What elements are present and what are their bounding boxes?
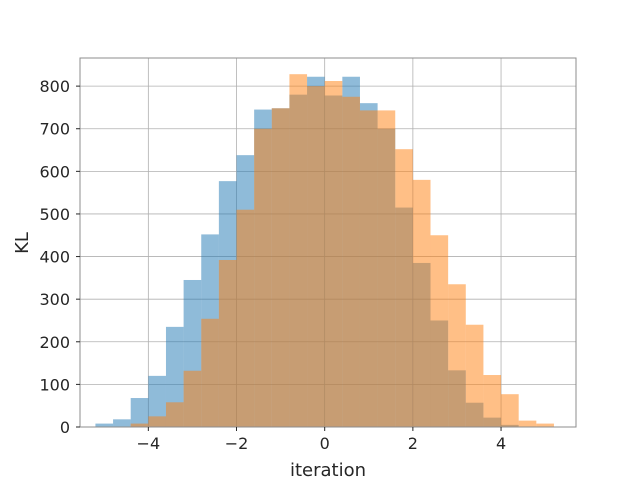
y-tick-label: 800: [39, 77, 70, 96]
histogram-bar-series-2: [307, 86, 325, 427]
histogram-bar-series-2: [518, 420, 537, 427]
y-tick-label: 0: [60, 418, 70, 437]
y-tick-label: 400: [39, 248, 70, 267]
y-tick-label: 700: [39, 120, 70, 139]
y-tick-label: 200: [39, 333, 70, 352]
histogram-bar-series-2: [183, 370, 202, 427]
y-tick-label: 500: [39, 205, 70, 224]
plot-frame: [79, 57, 577, 428]
axes-layer: −4 −2 0 2 4 0 100 200 300 400 500 600 700 800: [39, 57, 577, 453]
x-axis-label: iteration: [290, 460, 366, 480]
histogram-bar-series-2: [412, 179, 431, 427]
histogram-bar-series-2: [342, 96, 360, 427]
histogram-bar-series-1: [148, 375, 166, 427]
histogram-bar-series-2: [377, 110, 396, 428]
y-tick-label: 300: [39, 290, 70, 309]
histogram-bar-series-2: [465, 324, 484, 427]
histogram-bar-series-2: [289, 74, 308, 428]
histogram-bar-series-2: [236, 209, 255, 427]
histogram-bar-series-2: [271, 108, 290, 427]
histogram-bar-series-1: [165, 326, 184, 427]
histogram-bar-series-1: [95, 423, 114, 427]
histogram-bar-series-2: [324, 81, 343, 427]
histogram-bar-series-2: [483, 375, 502, 427]
y-axis-label: KL: [12, 232, 33, 254]
histogram-bar-series-2: [359, 110, 378, 428]
histogram-bar-series-2: [501, 394, 519, 427]
histogram-bar-series-2: [254, 128, 272, 427]
x-tick-label: 0: [320, 434, 330, 453]
histogram-bar-series-2: [201, 318, 219, 427]
x-tick-label: −4: [137, 434, 161, 453]
y-tick-label: 100: [39, 375, 70, 394]
histogram-bar-series-1: [113, 419, 131, 427]
histogram-bar-series-2: [130, 423, 149, 427]
histogram-bar-series-2: [536, 423, 554, 427]
x-tick-label: 4: [496, 434, 506, 453]
histogram-bar-series-2: [430, 235, 449, 427]
x-tick-label: 2: [408, 434, 418, 453]
y-tick-label: 600: [39, 162, 70, 181]
histogram-bar-series-1: [130, 398, 149, 427]
histogram-bar-series-2: [148, 416, 166, 427]
x-tick-label: −2: [225, 434, 249, 453]
bars-layer: [95, 74, 554, 428]
histogram-bar-series-2: [165, 402, 184, 427]
histogram-bar-series-2: [218, 259, 237, 427]
histogram-bar-series-2: [448, 284, 466, 427]
histogram-bar-series-2: [395, 149, 413, 427]
